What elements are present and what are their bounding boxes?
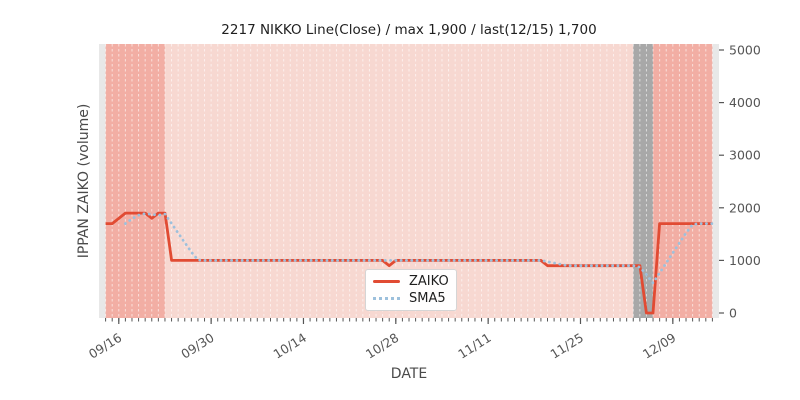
y-tick-label: 4000 (729, 95, 761, 110)
x-tick-label: 12/09 (640, 330, 679, 362)
x-tick-label: 10/14 (271, 330, 310, 362)
y-tick-label: 0 (729, 306, 737, 321)
x-tick-label: 11/11 (455, 330, 494, 362)
sma5-line-swatch (373, 297, 400, 300)
y-tick-label: 5000 (729, 43, 761, 58)
y-tick-label: 3000 (729, 148, 761, 163)
legend-label-zaiko: ZAIKO (409, 274, 449, 289)
chart-title: 2217 NIKKO Line(Close) / max 1,900 / las… (221, 22, 597, 38)
x-tick-label: 09/30 (178, 330, 217, 362)
legend-item-sma5: SMA5 (373, 292, 448, 305)
legend-label-sma5: SMA5 (409, 291, 446, 306)
y-tick-label: 2000 (729, 200, 761, 215)
x-tick-label: 11/25 (548, 330, 587, 362)
series-line-zaiko (105, 211, 713, 315)
y-tick-label: 1000 (729, 253, 761, 268)
x-axis-label: DATE (390, 366, 428, 382)
zaiko-line-swatch (373, 280, 400, 283)
x-tick-label: 10/28 (363, 330, 402, 362)
highlight-band-3 (653, 44, 713, 318)
legend: ZAIKO SMA5 (365, 269, 457, 311)
legend-item-zaiko: ZAIKO (373, 274, 449, 289)
highlight-band-0 (105, 44, 165, 318)
highlight-band-2 (633, 44, 654, 318)
series-line-sma5 (124, 212, 714, 285)
x-tick-label: 09/16 (86, 330, 125, 362)
